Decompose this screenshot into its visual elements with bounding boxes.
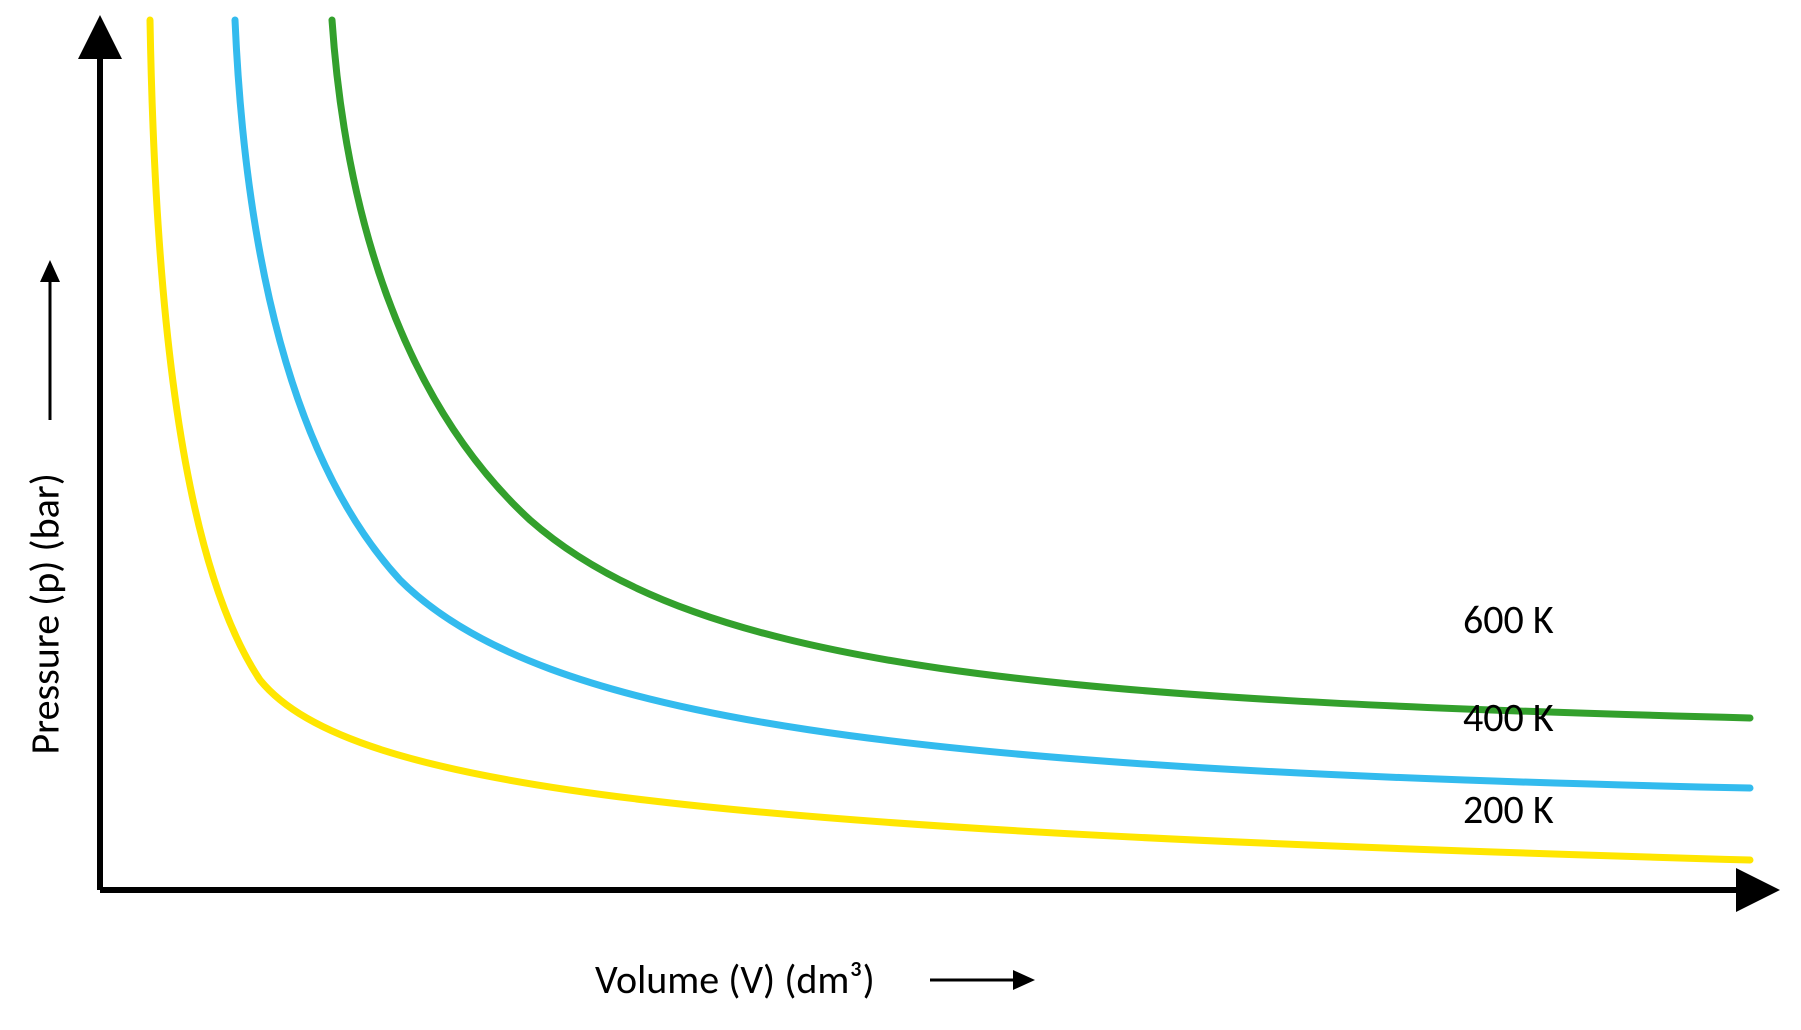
chart-svg	[0, 0, 1801, 1025]
y-direction-arrow-icon	[40, 260, 60, 420]
curve-label-0: 200 K	[1463, 785, 1554, 834]
y-axis-label: Pressure (p) (bar)	[21, 425, 70, 755]
curve-label-1: 400 K	[1463, 693, 1554, 742]
isotherm-chart: Pressure (p) (bar) Volume (V) (dm³) 200 …	[0, 0, 1801, 1025]
y-axis	[78, 15, 122, 890]
x-axis	[100, 868, 1780, 912]
x-direction-arrow-icon	[930, 970, 1035, 990]
x-axis-label: Volume (V) (dm³)	[595, 955, 875, 1004]
curve-label-2: 600 K	[1463, 595, 1554, 644]
